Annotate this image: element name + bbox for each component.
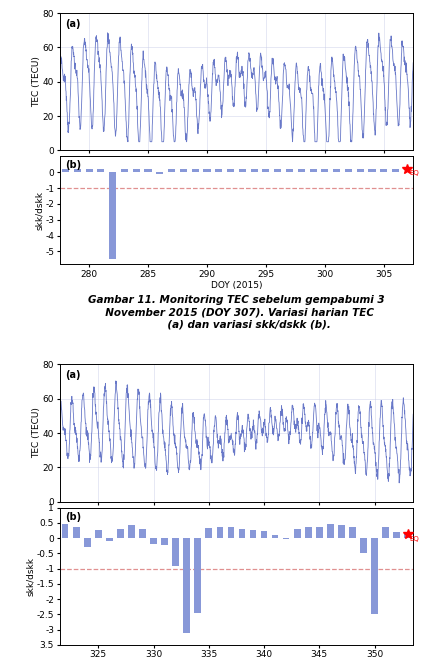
Text: (b): (b) [65,160,81,170]
Bar [360,538,367,553]
Bar [298,168,305,172]
Bar [305,528,311,538]
Bar [86,168,92,172]
Bar [204,168,210,172]
Bar [144,168,152,172]
Bar [368,168,375,172]
Bar [183,538,190,632]
Text: (a): (a) [65,370,81,380]
Bar [227,526,234,538]
Text: Gambar 11. Monitoring TEC sebelum gempabumi 3
  November 2015 (DOY 307). Variasi: Gambar 11. Monitoring TEC sebelum gempab… [88,295,385,330]
Bar [250,530,256,538]
Bar [62,168,69,172]
Bar [310,168,317,172]
Bar [262,168,269,172]
Bar [173,538,179,566]
Bar [382,528,389,538]
Bar [150,538,157,544]
Bar [349,528,356,538]
Bar [194,538,201,613]
Bar [133,168,140,172]
Y-axis label: TEC (TECU): TEC (TECU) [32,407,41,459]
Text: (a): (a) [65,18,81,29]
Y-axis label: TEC (TECU): TEC (TECU) [32,57,41,107]
Bar [286,168,293,172]
Bar [192,168,199,172]
Bar [156,172,163,174]
Bar [274,168,281,172]
Bar [74,168,81,172]
Bar [392,168,399,172]
Bar [168,168,175,172]
Bar [404,534,411,538]
Bar [95,530,102,538]
X-axis label: DOY (2015): DOY (2015) [211,282,262,290]
Bar [250,168,258,172]
Bar [62,524,69,538]
Bar [239,529,245,538]
Bar [84,538,91,547]
Y-axis label: skk/dskk: skk/dskk [26,557,35,595]
Bar [73,528,80,538]
Bar [216,528,223,538]
Bar [272,534,279,538]
Text: (b): (b) [65,512,81,522]
Bar [294,529,300,538]
Bar [106,538,112,541]
Bar [321,168,328,172]
Bar [338,525,345,538]
Bar [128,525,135,538]
Bar [261,532,268,538]
Bar [205,528,212,538]
Y-axis label: skk/dskk: skk/dskk [35,191,44,230]
Bar [316,528,322,538]
Bar [239,168,246,172]
Bar [139,529,146,538]
Bar [121,168,128,172]
Bar [227,168,234,172]
Bar [357,168,364,172]
Bar [109,172,116,259]
Bar [117,529,124,538]
Bar [161,538,168,545]
Bar [333,168,340,172]
Bar [98,168,104,172]
Bar [345,168,352,172]
Bar [215,168,222,172]
Bar [371,538,378,615]
Bar [327,524,334,538]
Bar [393,532,400,538]
Bar [180,168,187,172]
Bar [380,168,387,172]
Text: EQ: EQ [409,170,419,176]
Text: EQ: EQ [409,536,419,542]
